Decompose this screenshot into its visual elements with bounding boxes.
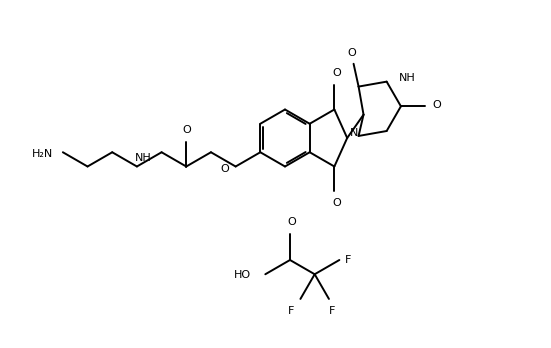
Text: H₂N: H₂N xyxy=(31,149,53,159)
Text: O: O xyxy=(332,68,341,78)
Text: NH: NH xyxy=(135,153,152,163)
Text: HO: HO xyxy=(234,270,251,280)
Text: O: O xyxy=(182,125,191,135)
Text: F: F xyxy=(345,255,352,265)
Text: NH: NH xyxy=(399,73,415,82)
Text: O: O xyxy=(332,198,341,208)
Text: O: O xyxy=(433,100,441,110)
Text: O: O xyxy=(347,48,356,58)
Text: F: F xyxy=(329,306,335,316)
Text: F: F xyxy=(288,306,295,316)
Text: O: O xyxy=(220,164,229,174)
Text: N: N xyxy=(350,128,359,138)
Text: O: O xyxy=(288,218,296,227)
